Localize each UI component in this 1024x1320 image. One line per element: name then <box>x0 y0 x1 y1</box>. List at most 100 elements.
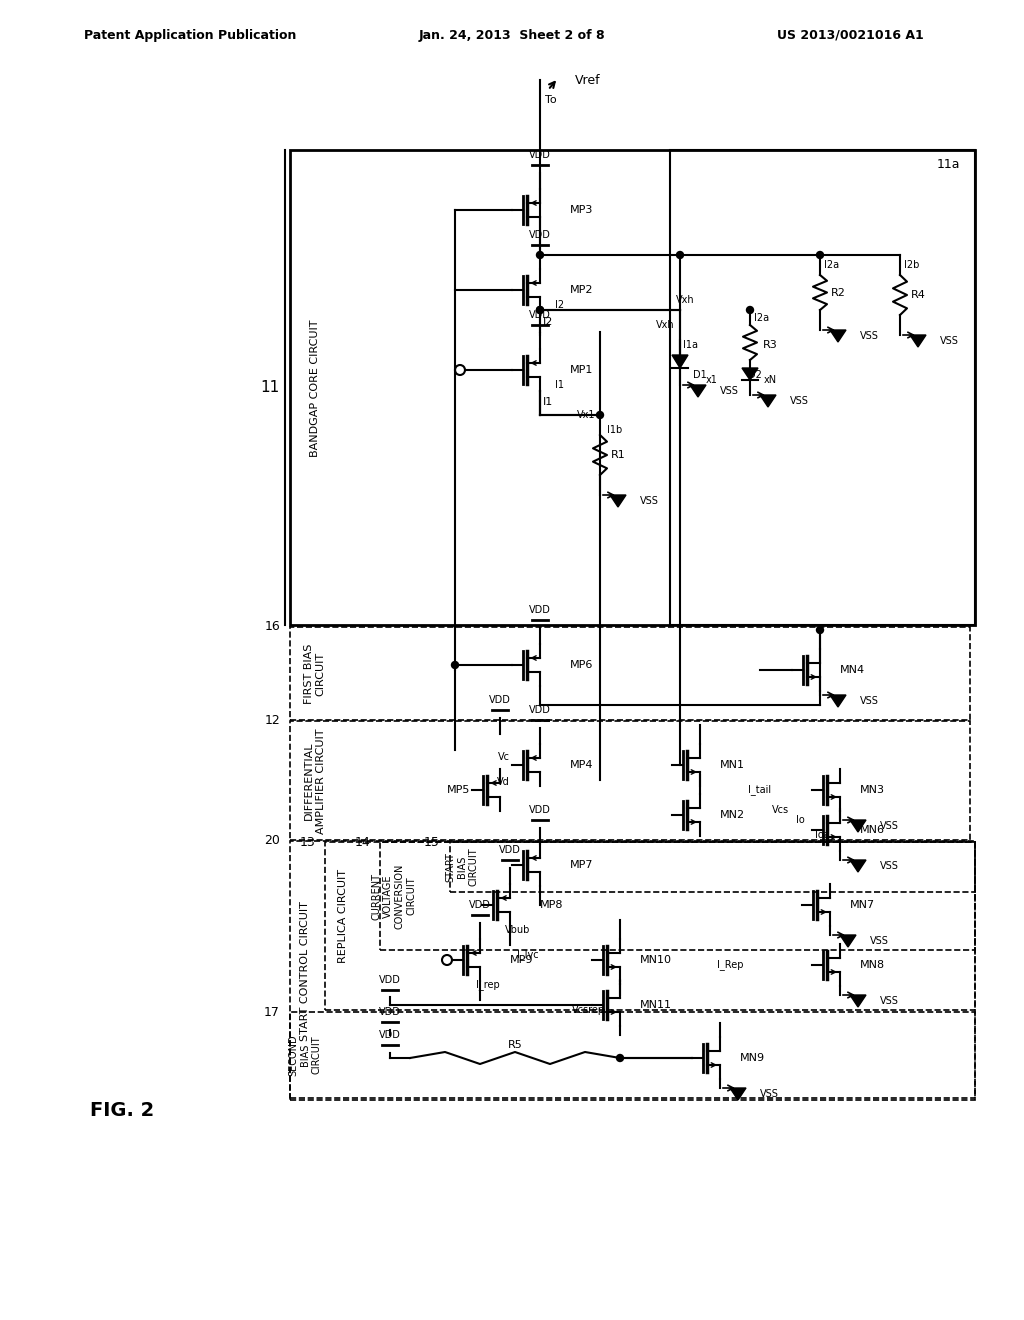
Text: I1a: I1a <box>683 341 697 350</box>
Bar <box>670 150 975 624</box>
Text: MN3: MN3 <box>860 785 885 795</box>
Text: MP2: MP2 <box>570 285 594 294</box>
Text: MP5: MP5 <box>446 785 470 795</box>
Text: MP6: MP6 <box>570 660 593 671</box>
Polygon shape <box>690 385 706 397</box>
Polygon shape <box>910 335 926 347</box>
Text: 13: 13 <box>299 836 315 849</box>
Text: VDD: VDD <box>469 900 490 909</box>
Text: I_tail: I_tail <box>749 784 771 796</box>
Text: DIFFERENTIAL
AMPLIFIER CIRCUIT: DIFFERENTIAL AMPLIFIER CIRCUIT <box>304 729 326 834</box>
Text: Vcs: Vcs <box>771 805 788 814</box>
Circle shape <box>537 306 544 314</box>
Polygon shape <box>742 368 758 380</box>
Text: 11a: 11a <box>937 158 961 172</box>
Text: VDD: VDD <box>529 605 551 615</box>
Text: MN11: MN11 <box>640 1001 672 1010</box>
Text: 14: 14 <box>354 836 370 849</box>
Text: MN2: MN2 <box>720 810 745 820</box>
Text: I1: I1 <box>555 380 564 389</box>
Bar <box>290 627 970 719</box>
Text: MP3: MP3 <box>570 205 593 215</box>
Text: MN10: MN10 <box>640 954 672 965</box>
Text: Io: Io <box>796 814 805 825</box>
Text: Vxh: Vxh <box>656 319 675 330</box>
Text: VDD: VDD <box>529 150 551 160</box>
Text: 12: 12 <box>264 714 280 727</box>
Text: R1: R1 <box>610 450 626 459</box>
Text: x1: x1 <box>707 375 718 385</box>
Text: VSS: VSS <box>940 337 958 346</box>
Text: VSS: VSS <box>760 1089 779 1100</box>
Text: VDD: VDD <box>529 310 551 319</box>
Text: xN: xN <box>764 375 776 385</box>
Text: 20: 20 <box>264 834 280 847</box>
Circle shape <box>677 252 683 259</box>
Circle shape <box>616 1055 624 1061</box>
Bar <box>325 842 975 1010</box>
Polygon shape <box>730 1088 746 1100</box>
Circle shape <box>537 252 544 259</box>
Polygon shape <box>850 820 866 832</box>
Text: I2: I2 <box>555 300 564 310</box>
Text: VDD: VDD <box>379 975 401 985</box>
Circle shape <box>816 627 823 634</box>
Text: R4: R4 <box>910 290 926 300</box>
Text: VDD: VDD <box>379 1007 401 1016</box>
Text: MP4: MP4 <box>570 760 594 770</box>
Text: VDD: VDD <box>529 705 551 715</box>
Text: Ioa: Ioa <box>815 830 830 840</box>
Text: I1: I1 <box>543 397 553 407</box>
Bar <box>450 842 975 892</box>
Text: MN4: MN4 <box>840 665 865 675</box>
Text: CURRENT
VOLTAGE
CONVERSION
CIRCUIT: CURRENT VOLTAGE CONVERSION CIRCUIT <box>372 863 417 929</box>
Text: R5: R5 <box>508 1040 522 1049</box>
Text: I2: I2 <box>543 317 553 327</box>
Text: Vcsrep: Vcsrep <box>571 1005 605 1015</box>
Text: VDD: VDD <box>489 696 511 705</box>
Text: MN6: MN6 <box>860 825 885 836</box>
Polygon shape <box>850 861 866 873</box>
Circle shape <box>816 252 823 259</box>
Text: FIRST BIAS
CIRCUIT: FIRST BIAS CIRCUIT <box>304 644 326 704</box>
Text: To: To <box>545 95 557 106</box>
Circle shape <box>452 661 459 668</box>
Text: I2a: I2a <box>824 260 840 271</box>
Text: I_lvc: I_lvc <box>517 949 539 961</box>
Text: MP7: MP7 <box>570 861 594 870</box>
Text: D1: D1 <box>693 370 707 380</box>
Text: 11: 11 <box>261 380 280 396</box>
Circle shape <box>597 412 603 418</box>
Circle shape <box>746 306 754 314</box>
Text: VSS: VSS <box>640 496 658 506</box>
Text: Vxh: Vxh <box>676 294 694 305</box>
Text: R2: R2 <box>830 288 846 298</box>
Text: FIG. 2: FIG. 2 <box>90 1101 155 1119</box>
Bar <box>290 841 975 1100</box>
Polygon shape <box>760 395 776 407</box>
Text: MN9: MN9 <box>740 1053 765 1063</box>
Polygon shape <box>840 935 856 946</box>
Text: I1b: I1b <box>607 425 623 436</box>
Text: START
BIAS
CIRCUIT: START BIAS CIRCUIT <box>445 847 478 886</box>
Text: VDD: VDD <box>529 230 551 240</box>
Text: MN8: MN8 <box>860 960 885 970</box>
Polygon shape <box>830 696 846 708</box>
Text: 16: 16 <box>264 620 280 634</box>
Text: VSS: VSS <box>720 385 739 396</box>
Text: MP8: MP8 <box>540 900 563 909</box>
Text: 17: 17 <box>264 1006 280 1019</box>
Polygon shape <box>610 495 626 507</box>
Bar <box>290 1012 975 1098</box>
Text: US 2013/0021016 A1: US 2013/0021016 A1 <box>776 29 924 41</box>
Text: R3: R3 <box>763 341 777 350</box>
Polygon shape <box>850 995 866 1007</box>
Polygon shape <box>830 330 846 342</box>
Text: D2: D2 <box>749 370 762 380</box>
Text: Vd: Vd <box>498 777 510 787</box>
Text: 15: 15 <box>424 836 440 849</box>
Text: VDD: VDD <box>379 1030 401 1040</box>
Text: VSS: VSS <box>860 331 879 341</box>
Text: MP1: MP1 <box>570 366 593 375</box>
Text: VSS: VSS <box>870 936 889 946</box>
